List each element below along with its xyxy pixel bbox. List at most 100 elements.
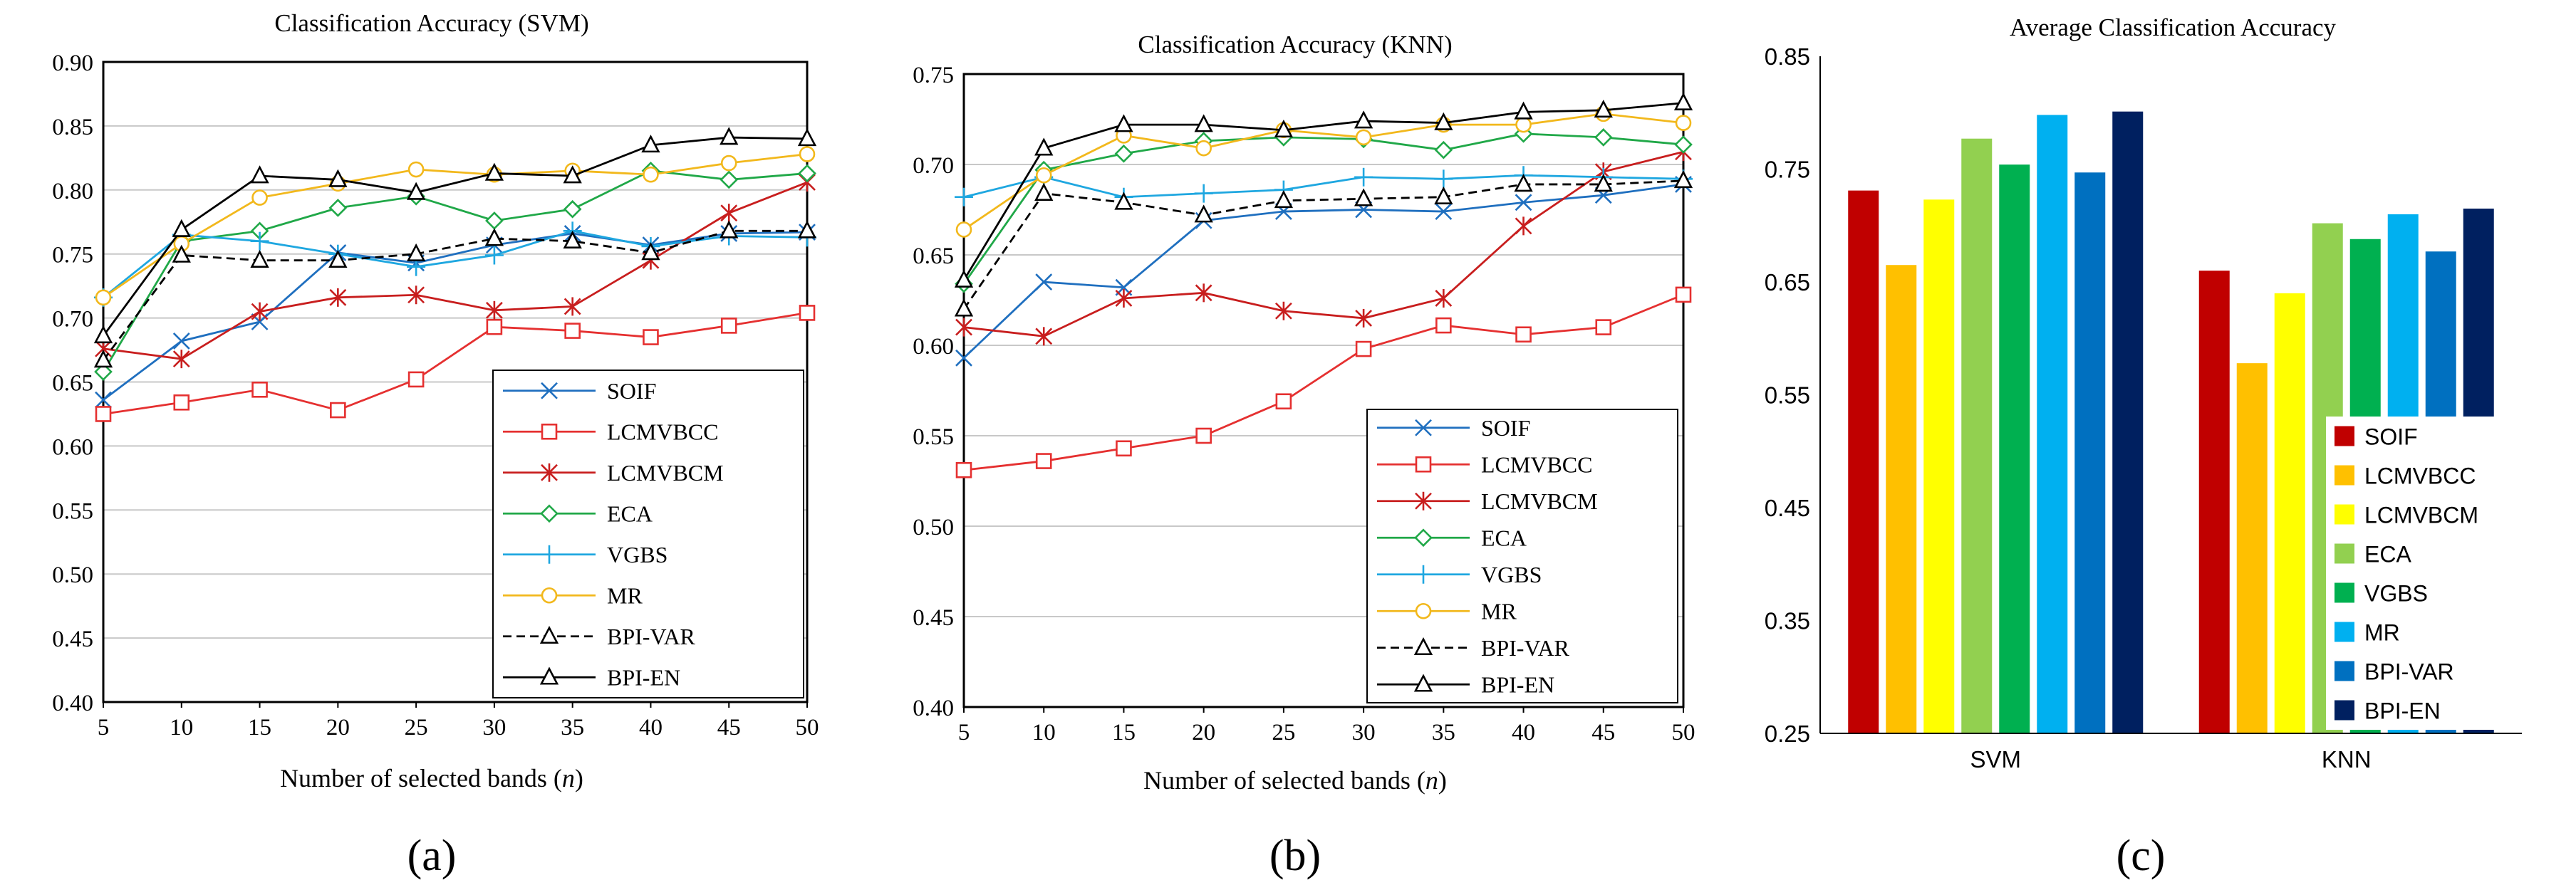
marker-shape <box>1274 189 1294 209</box>
data-point <box>1035 327 1053 346</box>
data-point <box>328 249 348 268</box>
marker-shape <box>1515 116 1532 133</box>
marker-shape <box>1434 140 1453 159</box>
marker-shape <box>1355 340 1372 357</box>
marker-stroke <box>1435 203 1453 220</box>
legend-label: BPI-EN <box>607 664 680 690</box>
x-tick-label: 45 <box>1591 720 1615 745</box>
data-point <box>797 220 817 239</box>
legend-item: ECA <box>2334 542 2411 567</box>
marker-shape <box>799 146 816 162</box>
data-point <box>1194 184 1213 203</box>
y-tick-label: 0.55 <box>52 498 93 524</box>
series-line <box>962 102 1684 281</box>
bar-group-svm <box>1848 111 2144 734</box>
legend-marker <box>539 625 559 644</box>
bar <box>2198 271 2230 733</box>
marker-shape <box>541 587 558 604</box>
data-point <box>1435 288 1453 308</box>
marker-shape <box>95 289 112 306</box>
data-point <box>1114 192 1133 210</box>
data-point <box>1274 301 1292 320</box>
marker-shape <box>798 164 816 183</box>
data-point <box>406 243 426 262</box>
marker-shape <box>1413 637 1433 656</box>
x-tick-label: 40 <box>1512 720 1535 745</box>
legend-item: VGBS <box>1377 562 1542 587</box>
marker-shape <box>643 166 659 183</box>
marker-shape <box>1434 186 1453 205</box>
x-tick-label: 15 <box>1112 720 1136 745</box>
marker-shape <box>540 504 559 523</box>
data-point <box>1515 116 1532 133</box>
legend-item: LCMVBCM <box>1377 488 1598 514</box>
legend-marker <box>541 423 558 440</box>
legend-item: ECA <box>503 501 653 526</box>
data-point <box>1355 308 1373 328</box>
x-tick-label: 20 <box>1192 720 1215 745</box>
legend: SOIF LCMVBCC LCMVBCM ECA VGBS MR BPI-VAR BPI-EN <box>2326 417 2522 730</box>
data-point <box>486 318 503 335</box>
marker-shape <box>954 298 974 317</box>
series-line <box>103 181 808 360</box>
series-line <box>963 112 1684 231</box>
marker-shape <box>95 406 112 422</box>
data-point <box>799 146 816 162</box>
data-point <box>1434 112 1453 130</box>
data-point <box>954 298 974 317</box>
x-tick-label: 15 <box>248 715 271 740</box>
data-point <box>1514 174 1533 192</box>
legend-label: LCMVBCM <box>607 460 724 486</box>
legend-label: VGBS <box>2364 581 2428 607</box>
marker-shape <box>1354 188 1373 206</box>
legend-label: MR <box>2364 620 2400 646</box>
legend-item: VGBS <box>2334 581 2428 607</box>
marker-stroke <box>1415 419 1432 436</box>
data-point <box>94 362 113 381</box>
legend-label: BPI-EN <box>2364 698 2441 724</box>
series-line <box>962 132 1684 285</box>
legend-item: BPI-EN <box>503 664 680 690</box>
data-point <box>1195 140 1212 157</box>
legend-marker <box>1414 565 1433 584</box>
data-point <box>1514 101 1533 120</box>
data-point <box>720 170 739 189</box>
x-tick-label: 5 <box>958 720 970 745</box>
series-line <box>962 179 1684 310</box>
marker-shape <box>93 350 113 368</box>
y-tick-label: 0.50 <box>52 562 93 588</box>
legend-swatch <box>2334 700 2354 721</box>
legend-label: BPI-VAR <box>1481 635 1570 661</box>
legend-label: ECA <box>607 501 653 526</box>
legend: SOIF LCMVBCC LCMVBCM ECA VGBS MR BPI-VAR BPI-EN <box>1366 409 1678 703</box>
data-point <box>407 286 425 305</box>
y-tick-label: 0.65 <box>913 244 954 269</box>
marker-shape <box>406 243 426 262</box>
legend-label: ECA <box>1481 525 1527 550</box>
series-line <box>102 136 808 337</box>
marker-shape <box>563 230 582 249</box>
marker-shape <box>641 242 660 261</box>
data-point <box>720 204 738 223</box>
bar <box>1848 190 1879 733</box>
data-point <box>328 199 348 217</box>
series-bpi-en <box>93 127 817 344</box>
data-point <box>484 228 504 246</box>
data-point <box>484 162 504 181</box>
data-point <box>407 371 425 388</box>
legend-marker <box>1414 528 1433 548</box>
marker-stroke <box>95 391 112 409</box>
marker-shape <box>251 189 268 206</box>
marker-shape <box>1035 167 1052 184</box>
data-point <box>172 333 190 350</box>
marker-shape <box>328 249 348 268</box>
marker-shape <box>564 323 581 339</box>
marker-shape <box>172 244 191 263</box>
y-tick-label: 0.45 <box>52 627 93 652</box>
marker-shape <box>955 461 972 478</box>
bar <box>1961 138 1993 733</box>
gridlines <box>103 125 807 639</box>
marker-shape <box>1515 326 1532 343</box>
panel-a-svm-line-chart: Classification Accuracy (SVM) Number of … <box>52 9 819 880</box>
x-tick-label: 25 <box>1272 720 1295 745</box>
